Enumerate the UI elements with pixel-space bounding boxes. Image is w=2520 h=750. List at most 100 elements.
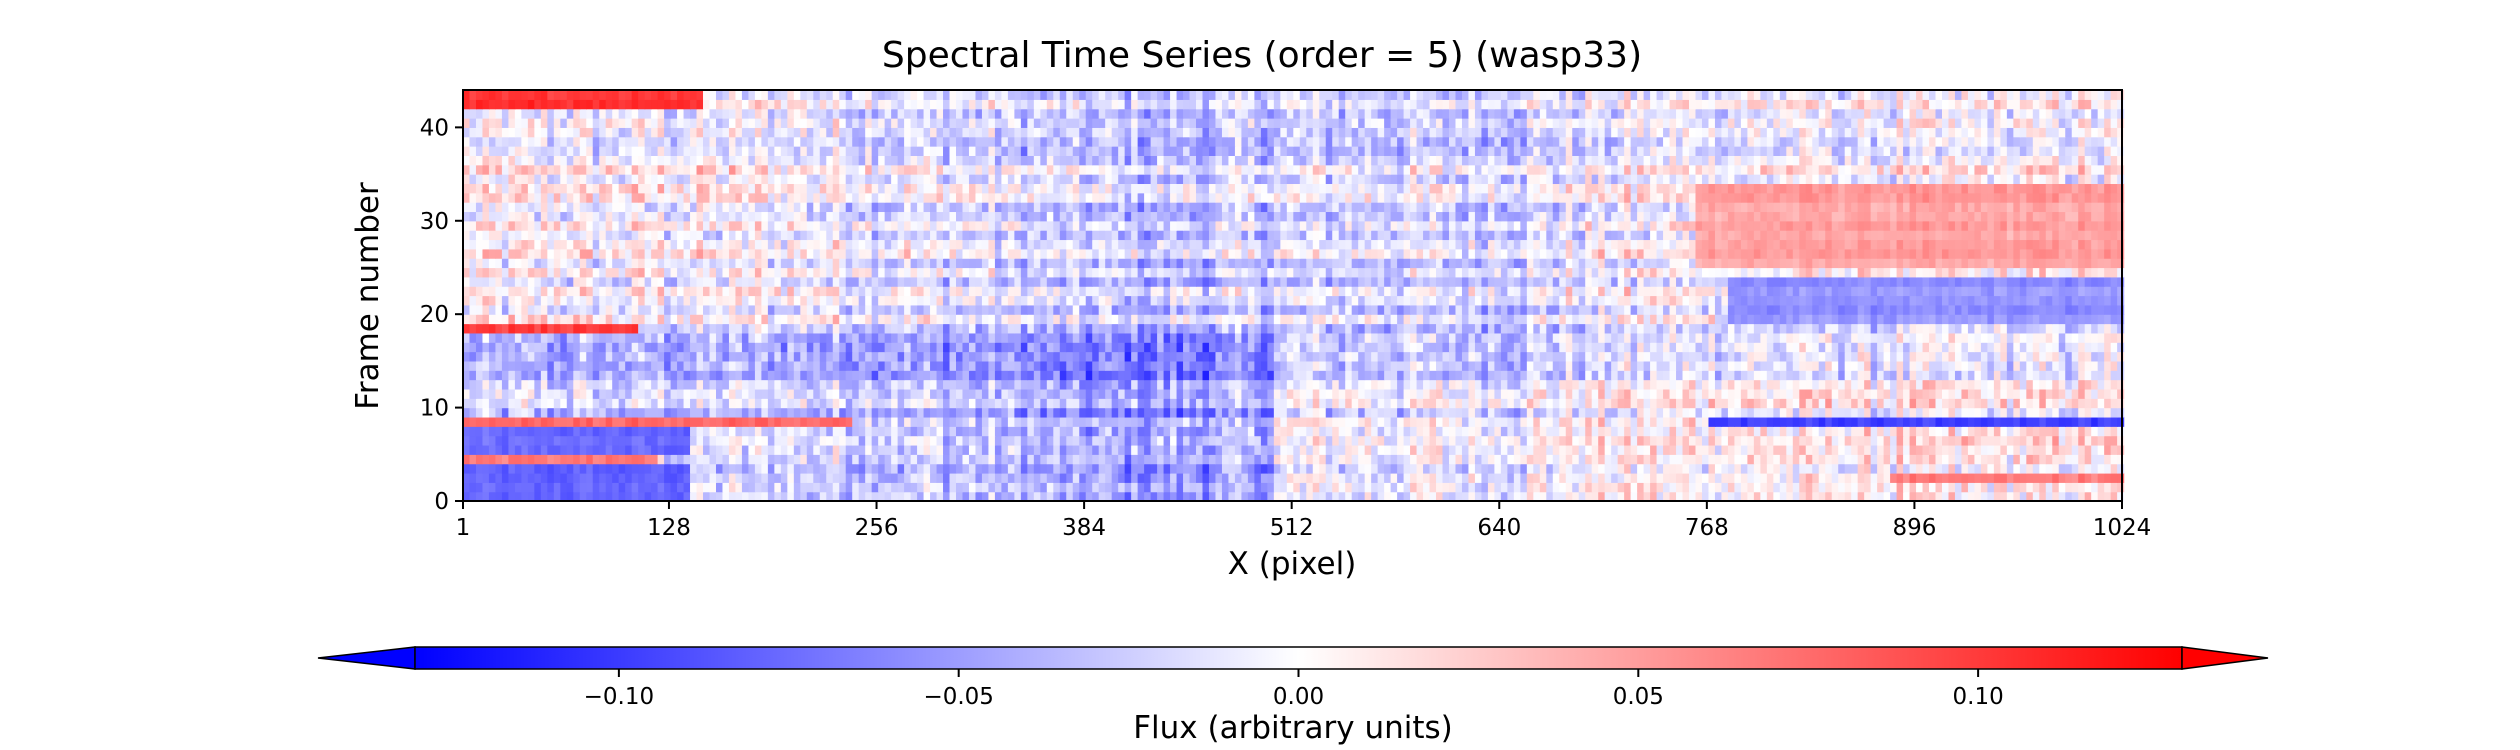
heatmap-cell xyxy=(696,482,704,493)
heatmap-cell xyxy=(1066,407,1074,418)
heatmap-cell xyxy=(1345,407,1353,418)
heatmap-cell xyxy=(1786,482,1794,493)
heatmap-cell xyxy=(968,435,977,446)
heatmap-cell xyxy=(1656,454,1664,465)
heatmap-cell xyxy=(1805,370,1813,381)
heatmap-cell xyxy=(1669,472,1677,483)
heatmap-cell xyxy=(1844,379,1852,390)
heatmap-cell xyxy=(579,426,587,437)
heatmap-cell xyxy=(852,407,860,418)
heatmap-cell xyxy=(1157,360,1165,371)
heatmap-cell xyxy=(1416,323,1424,334)
heatmap-cell xyxy=(1721,388,1729,399)
heatmap-cell xyxy=(508,398,516,409)
heatmap-cell xyxy=(1358,435,1366,446)
heatmap-cell xyxy=(1364,426,1372,437)
heatmap-cell xyxy=(1559,482,1567,493)
heatmap-cell xyxy=(1014,323,1022,334)
heatmap-cell xyxy=(852,482,860,493)
heatmap-cell xyxy=(1805,351,1813,362)
heatmap-cell xyxy=(1020,463,1028,474)
heatmap-cell xyxy=(1695,360,1703,371)
heatmap-cell xyxy=(1059,379,1067,390)
heatmap-cell xyxy=(1500,407,1508,418)
heatmap-cell xyxy=(1306,482,1314,493)
heatmap-cell xyxy=(1604,323,1612,334)
heatmap-cell xyxy=(917,444,925,455)
heatmap-cell xyxy=(463,370,471,381)
heatmap-cell xyxy=(475,416,484,427)
heatmap-cell xyxy=(2058,482,2066,493)
heatmap-cell xyxy=(2000,332,2008,343)
heatmap-cell xyxy=(767,351,775,362)
heatmap-cell xyxy=(644,472,652,483)
heatmap-cell xyxy=(1351,360,1359,371)
heatmap-cell xyxy=(774,444,782,455)
heatmap-cell xyxy=(1202,379,1210,390)
heatmap-cell xyxy=(1105,454,1113,465)
heatmap-cell xyxy=(722,407,730,418)
heatmap-cell xyxy=(1189,314,1197,325)
heatmap-cell xyxy=(1954,360,1963,371)
heatmap-cell xyxy=(540,482,548,493)
heatmap-cell xyxy=(1831,379,1839,390)
heatmap-cell xyxy=(1851,351,1859,362)
heatmap-cell xyxy=(1916,472,1924,483)
heatmap-cell xyxy=(488,342,497,353)
heatmap-cell xyxy=(1624,426,1632,437)
heatmap-cell xyxy=(1358,407,1366,418)
heatmap-cell xyxy=(1792,351,1800,362)
heatmap-cell xyxy=(1624,482,1632,493)
heatmap-cell xyxy=(1890,398,1898,409)
heatmap-cell xyxy=(1403,482,1411,493)
heatmap-cell xyxy=(1714,416,1723,427)
heatmap-cell xyxy=(1857,416,1865,427)
heatmap-cell xyxy=(1351,342,1359,353)
heatmap-cell xyxy=(1857,482,1865,493)
heatmap-cell xyxy=(2071,360,2079,371)
heatmap-cell xyxy=(741,332,750,343)
heatmap-cell xyxy=(968,416,977,427)
heatmap-cell xyxy=(1014,370,1022,381)
heatmap-cell xyxy=(1079,314,1087,325)
heatmap-cell xyxy=(1663,398,1671,409)
heatmap-cell xyxy=(2013,491,2021,502)
heatmap-cell xyxy=(1247,351,1255,362)
heatmap-cell xyxy=(936,454,944,465)
heatmap-cell xyxy=(553,388,561,399)
heatmap-cell xyxy=(1877,323,1885,334)
heatmap-cell xyxy=(683,482,691,493)
heatmap-cell xyxy=(1092,463,1100,474)
heatmap-cell xyxy=(1753,379,1761,390)
heatmap-cell xyxy=(1461,463,1470,474)
heatmap-cell xyxy=(1157,398,1165,409)
heatmap-cell xyxy=(826,416,834,427)
heatmap-cell xyxy=(651,360,659,371)
heatmap-cell xyxy=(1520,463,1528,474)
heatmap-cell xyxy=(1779,360,1787,371)
heatmap-cell xyxy=(1883,342,1891,353)
heatmap-cell xyxy=(1935,444,1943,455)
heatmap-cell xyxy=(923,472,931,483)
heatmap-cell xyxy=(1183,407,1191,418)
heatmap-cell xyxy=(1371,426,1379,437)
heatmap-cell xyxy=(1273,379,1281,390)
heatmap-cell xyxy=(956,360,964,371)
heatmap-cell xyxy=(813,454,821,465)
heatmap-cell xyxy=(1909,407,1917,418)
heatmap-cell xyxy=(1877,491,1885,502)
heatmap-cell xyxy=(1241,370,1249,381)
heatmap-cell xyxy=(1663,360,1671,371)
heatmap-cell xyxy=(1948,398,1956,409)
heatmap-cell xyxy=(1929,323,1937,334)
heatmap-cell xyxy=(709,379,717,390)
heatmap-cell xyxy=(1455,416,1463,427)
heatmap-cell xyxy=(1630,370,1638,381)
heatmap-cell xyxy=(592,463,600,474)
heatmap-cell xyxy=(819,314,827,325)
heatmap-cell xyxy=(910,314,918,325)
heatmap-cell xyxy=(858,463,866,474)
heatmap-cell xyxy=(573,454,581,465)
heatmap-cell xyxy=(638,351,646,362)
heatmap-cell xyxy=(1747,454,1755,465)
